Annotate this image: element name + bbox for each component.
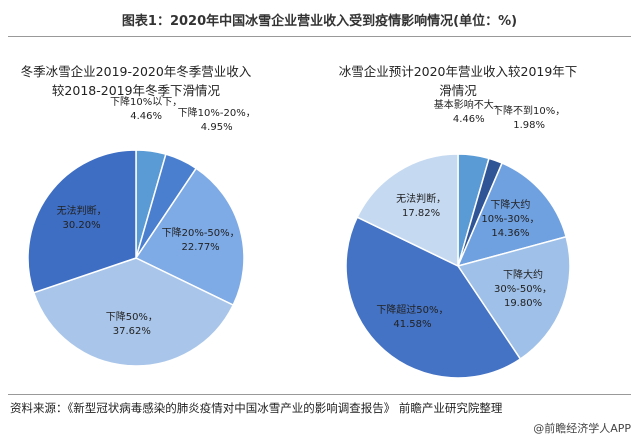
- label-category: 下降不到10%，: [493, 106, 566, 118]
- label-category: 基本影响不大，: [433, 99, 504, 111]
- data-label: 下降10%-20%， 4.95%: [172, 107, 262, 135]
- data-label: 下降超过50%， 41.58%: [367, 304, 457, 332]
- pie-slice: [356, 153, 459, 268]
- data-label: 下降50%， 37.62%: [87, 311, 177, 339]
- source: 资料来源：《新型冠状病毒感染的肺炎疫情对中国冰雪产业的影响调查报告》 前瞻产业研…: [10, 401, 503, 415]
- page-title: 图表1：2020年中国冰雪企业营业收入受到疫情影响情况(单位：%): [121, 14, 518, 29]
- label-value: 4.46%: [130, 110, 162, 122]
- pie-slice: [27, 149, 137, 294]
- label-value: 17.82%: [402, 208, 441, 220]
- label-value: 14.36%: [491, 228, 530, 240]
- credit: @前瞻经济学人APP: [533, 422, 631, 435]
- label-category: 下降10%以下，: [109, 96, 183, 108]
- label-category: 下降超过50%，: [376, 305, 449, 317]
- data-label: 下降大约30%-50%， 19.80%: [478, 269, 568, 311]
- data-label: 基本影响不大， 4.46%: [424, 99, 514, 127]
- label-category: 下降大约30%-50%，: [494, 270, 553, 296]
- data-label: 下降20%-50%， 22.77%: [156, 227, 246, 255]
- label-category: 无法判断，: [56, 205, 107, 217]
- label-value: 22.77%: [181, 241, 220, 253]
- data-label: 无法判断， 17.82%: [376, 193, 466, 221]
- pie-slice: [456, 162, 568, 268]
- label-value: 37.62%: [112, 325, 151, 337]
- divider: [8, 394, 631, 395]
- label-category: 下降10%-20%，: [177, 107, 256, 119]
- label-value: 30.20%: [62, 219, 101, 231]
- pie-slice: [456, 235, 571, 361]
- pie-slice: [345, 216, 522, 379]
- label-value: 4.95%: [200, 121, 233, 133]
- divider: [8, 36, 631, 37]
- label-value: 1.98%: [513, 120, 546, 132]
- label-category: 下降大约10%-30%，: [481, 200, 540, 226]
- label-category: 下降50%，: [105, 311, 158, 323]
- data-label: 无法判断， 30.20%: [37, 205, 127, 233]
- label-category: 下降20%-50%，: [161, 227, 240, 239]
- label-value: 41.58%: [393, 319, 432, 331]
- label-category: 无法判断，: [396, 194, 447, 206]
- chart-title: 冬季冰雪企业2019-2020年冬季营业收入较2018-2019年冬季下滑情况: [20, 64, 252, 98]
- data-label: 下降10%以下， 4.46%: [101, 96, 191, 124]
- pie-slice: [32, 257, 235, 367]
- data-label: 下降不到10%， 1.98%: [484, 105, 574, 133]
- data-label: 下降大约10%-30%， 14.36%: [465, 199, 555, 241]
- label-value: 19.80%: [503, 298, 543, 310]
- label-value: 4.46%: [452, 113, 485, 125]
- chart-title: 冰雪企业预计2020年营业收入较2019年下滑情况: [338, 64, 578, 98]
